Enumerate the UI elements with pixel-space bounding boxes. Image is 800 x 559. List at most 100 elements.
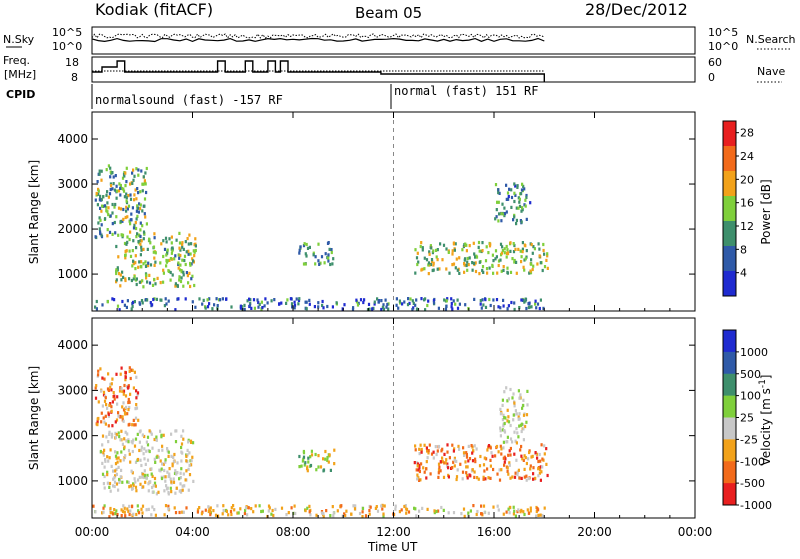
heatmap-cell <box>423 267 426 271</box>
heatmap-cell <box>482 463 486 467</box>
heatmap-cell <box>494 249 498 253</box>
heatmap-cell <box>267 509 270 513</box>
heatmap-cell <box>532 466 535 470</box>
heatmap-cell <box>121 299 124 304</box>
heatmap-cell <box>333 462 336 466</box>
heatmap-cell <box>450 297 453 301</box>
heatmap-cell <box>484 305 488 309</box>
heatmap-cell <box>473 297 476 301</box>
heatmap-cell <box>175 472 178 476</box>
heatmap-cell <box>413 506 416 510</box>
heatmap-cell <box>506 435 509 439</box>
heatmap-cell <box>184 262 187 267</box>
heatmap-cell <box>491 454 494 458</box>
heatmap-cell <box>498 468 501 472</box>
heatmap-cell <box>261 306 264 310</box>
heatmap-cell <box>320 255 324 259</box>
heatmap-cell <box>145 276 148 280</box>
heatmap-cell <box>104 458 107 462</box>
heatmap-cell <box>111 171 114 175</box>
heatmap-cell <box>427 272 430 276</box>
heatmap-cell <box>477 477 480 481</box>
heatmap-cell <box>107 440 110 444</box>
heatmap-cell <box>190 459 193 463</box>
heatmap-cell <box>513 182 516 186</box>
heatmap-cell <box>128 277 131 281</box>
heatmap-cell <box>194 237 197 241</box>
heatmap-cell <box>468 256 471 260</box>
heatmap-cell <box>467 511 470 515</box>
heatmap-cell <box>524 424 527 429</box>
heatmap-cell <box>299 245 302 249</box>
heatmap-cell <box>415 468 418 472</box>
heatmap-cell <box>134 188 137 192</box>
heatmap-cell <box>155 438 158 442</box>
velocity-data-layer <box>92 318 549 519</box>
heatmap-cell <box>129 230 132 234</box>
heatmap-cell <box>136 393 139 397</box>
heatmap-cell <box>104 422 107 426</box>
heatmap-cell <box>495 298 499 302</box>
heatmap-cell <box>133 423 136 427</box>
heatmap-cell <box>162 462 165 466</box>
heatmap-cell <box>126 207 129 211</box>
heatmap-cell <box>437 475 440 479</box>
heatmap-cell <box>121 415 124 419</box>
heatmap-cell <box>179 476 182 480</box>
heatmap-cell <box>507 507 510 511</box>
heatmap-cell <box>507 304 510 308</box>
heatmap-cell <box>124 430 127 434</box>
heatmap-cell <box>436 258 439 262</box>
heatmap-cell <box>109 382 112 386</box>
heatmap-cell <box>135 396 138 400</box>
heatmap-cell <box>473 252 476 256</box>
heatmap-cell <box>118 182 121 186</box>
heatmap-cell <box>161 448 164 452</box>
heatmap-cell <box>124 215 127 220</box>
heatmap-cell <box>191 455 194 459</box>
heatmap-cell <box>523 475 526 479</box>
heatmap-cell <box>507 194 510 199</box>
heatmap-cell <box>501 418 504 422</box>
heatmap-cell <box>542 306 545 310</box>
heatmap-cell <box>507 415 510 419</box>
heatmap-cell <box>136 232 139 236</box>
heatmap-cell <box>182 437 185 441</box>
heatmap-cell <box>171 462 174 466</box>
heatmap-cell <box>95 384 98 388</box>
heatmap-cell <box>534 302 537 306</box>
heatmap-cell <box>264 297 267 301</box>
heatmap-cell <box>115 280 118 284</box>
heatmap-cell <box>119 459 122 463</box>
heatmap-cell <box>445 458 448 462</box>
heatmap-cell <box>512 512 515 516</box>
heatmap-cell <box>178 275 181 279</box>
heatmap-cell <box>486 448 489 452</box>
heatmap-cell <box>531 454 534 458</box>
heatmap-cell <box>140 260 143 264</box>
heatmap-cell <box>187 467 190 471</box>
heatmap-cell <box>539 261 542 265</box>
heatmap-cell <box>125 196 128 200</box>
heatmap-cell <box>436 248 439 252</box>
heatmap-cell <box>538 452 541 457</box>
heatmap-cell <box>263 304 266 308</box>
heatmap-cell <box>529 509 532 513</box>
heatmap-cell <box>278 302 281 306</box>
heatmap-cell <box>177 266 180 270</box>
heatmap-cell <box>268 506 271 510</box>
heatmap-cell <box>520 192 523 196</box>
heatmap-cell <box>162 254 165 259</box>
heatmap-cell <box>153 508 156 512</box>
heatmap-cell <box>409 297 412 301</box>
heatmap-cell <box>129 193 132 197</box>
heatmap-cell <box>117 233 120 237</box>
heatmap-cell <box>423 256 426 260</box>
heatmap-cell <box>166 447 169 451</box>
heatmap-cell <box>522 458 525 462</box>
heatmap-cell <box>417 468 420 472</box>
heatmap-cell <box>128 422 131 426</box>
heatmap-cell <box>126 235 129 239</box>
heatmap-cell <box>327 253 330 257</box>
